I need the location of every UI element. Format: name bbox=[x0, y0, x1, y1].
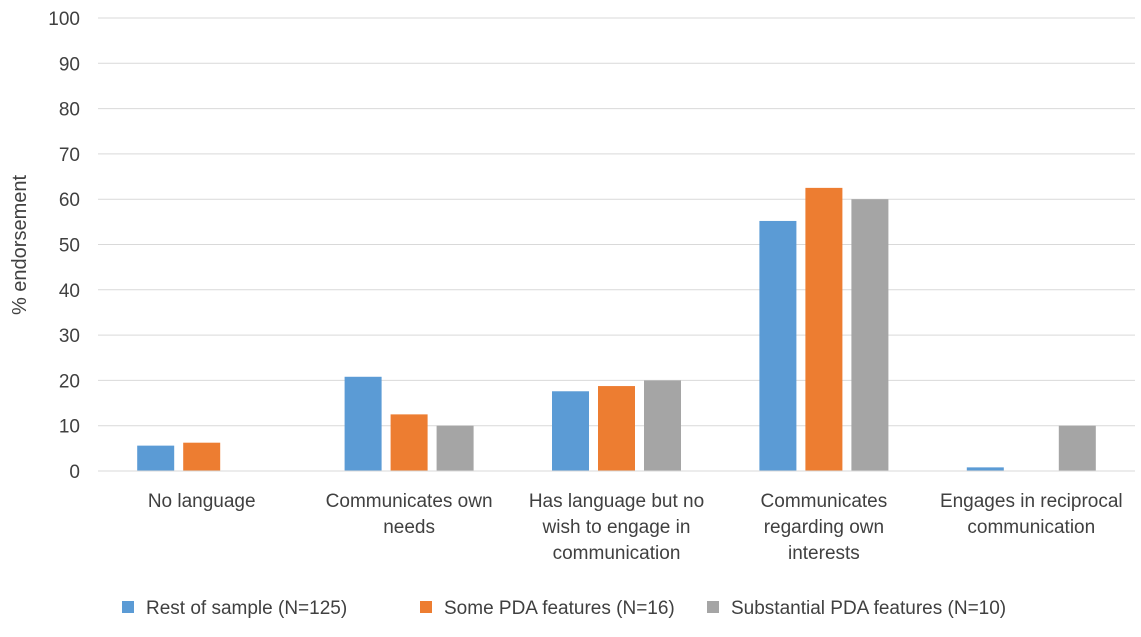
y-tick-label: 80 bbox=[59, 100, 80, 121]
x-tick-label: Communicates regarding own interests bbox=[761, 491, 888, 564]
bar bbox=[805, 187, 843, 471]
bar bbox=[644, 380, 681, 471]
y-tick-label: 10 bbox=[59, 417, 80, 438]
legend-swatch bbox=[707, 601, 719, 613]
bar bbox=[183, 442, 221, 471]
bar bbox=[598, 386, 635, 471]
legend-label: Some PDA features (N=16) bbox=[444, 598, 675, 619]
bar bbox=[344, 376, 382, 471]
legend-label: Substantial PDA features (N=10) bbox=[731, 598, 1006, 619]
x-tick-label: Engages in reciprocal communication bbox=[940, 491, 1123, 538]
bar bbox=[1058, 425, 1096, 471]
x-axis-ticks: No language Communicates own needs Has lang… bbox=[148, 491, 1123, 564]
bars bbox=[137, 187, 1096, 471]
x-tick-label: Has language but no wish to engage in comm… bbox=[529, 491, 704, 564]
y-axis-label: % endorsement bbox=[9, 175, 31, 316]
legend-swatch bbox=[420, 601, 432, 613]
bar bbox=[436, 425, 474, 471]
bar bbox=[552, 391, 589, 471]
bar bbox=[390, 414, 428, 471]
y-tick-label: 70 bbox=[59, 145, 80, 166]
legend-swatch bbox=[122, 601, 134, 613]
y-tick-label: 0 bbox=[69, 462, 80, 483]
y-tick-label: 60 bbox=[59, 190, 80, 211]
x-tick-label: No language bbox=[148, 491, 256, 512]
y-tick-label: 50 bbox=[59, 236, 80, 257]
y-tick-label: 90 bbox=[59, 54, 80, 75]
bar bbox=[851, 199, 889, 471]
bar bbox=[137, 445, 175, 471]
y-tick-label: 40 bbox=[59, 281, 80, 302]
legend-label: Rest of sample (N=125) bbox=[146, 598, 347, 619]
y-tick-label: 30 bbox=[59, 326, 80, 347]
legend: Rest of sample (N=125) Some PDA features … bbox=[122, 598, 1006, 619]
y-axis-ticks: 0 10 20 30 40 50 60 70 80 90 100 bbox=[48, 9, 80, 483]
bar bbox=[966, 467, 1004, 471]
y-tick-label: 100 bbox=[48, 9, 80, 30]
bar bbox=[759, 220, 797, 471]
x-tick-label: Communicates own needs bbox=[326, 491, 493, 538]
y-tick-label: 20 bbox=[59, 371, 80, 392]
gridlines bbox=[98, 17, 1135, 427]
